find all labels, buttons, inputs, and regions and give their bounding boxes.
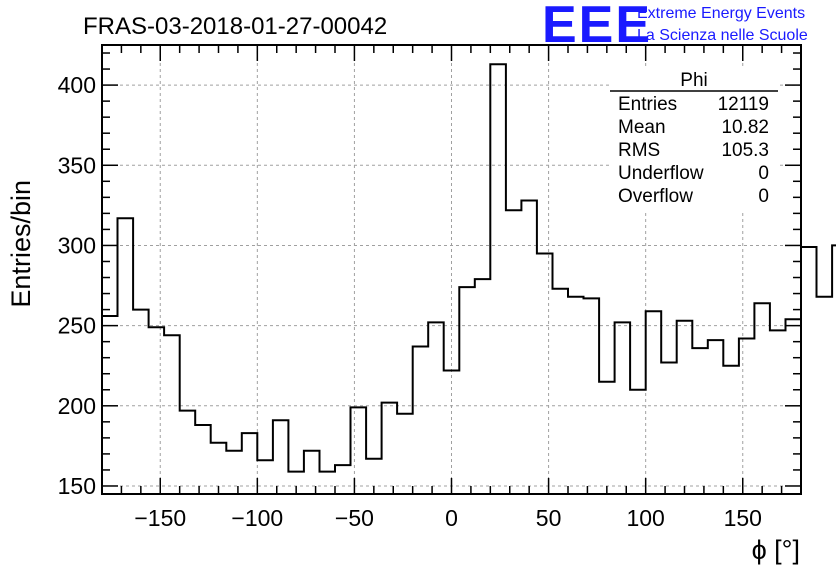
stats-value: 12119 (718, 94, 769, 115)
stats-box-background (610, 66, 778, 211)
stats-label: RMS (618, 140, 660, 161)
y-tick-label: 350 (58, 152, 96, 178)
eee-logo: EEE Extreme Energy Events La Scienza nel… (542, 0, 808, 54)
stats-value: 105.3 (721, 140, 769, 161)
stats-label: Underflow (618, 163, 704, 184)
x-tick-label: −150 (134, 505, 186, 531)
stats-value: 10.82 (721, 117, 769, 138)
x-tick-label: 50 (536, 505, 562, 531)
y-tick-label: 400 (58, 72, 96, 98)
stats-value: 0 (758, 163, 769, 184)
axis-ticks (101, 45, 802, 494)
y-tick-label: 300 (58, 232, 96, 258)
chart-title: FRAS-03-2018-01-27-00042 (83, 13, 387, 40)
histogram-series (102, 63, 836, 473)
y-axis-label: Entries/bin (6, 180, 36, 308)
tick-labels: −150 −100 −50 0 50 100 150 150 200 250 300 350 400 (58, 72, 762, 531)
stats-label: Mean (618, 117, 666, 138)
x-tick-label: 0 (445, 505, 458, 531)
stats-label: Entries (618, 94, 677, 115)
stats-value: 0 (758, 186, 769, 207)
logo-line-2: La Scienza nelle Scuole (637, 27, 808, 44)
logo-line-1: Extreme Energy Events (637, 5, 805, 22)
y-tick-label: 150 (58, 473, 96, 499)
x-tick-label: −100 (231, 505, 283, 531)
y-tick-label: 250 (58, 313, 96, 339)
x-axis-label: ϕ [°] (752, 535, 800, 565)
x-tick-label: 100 (626, 505, 664, 531)
x-tick-label: −50 (335, 505, 374, 531)
y-tick-label: 200 (58, 393, 96, 419)
x-tick-label: 150 (724, 505, 762, 531)
stats-box: Phi Entries 12119 Mean 10.82 RMS 105.3 U… (610, 66, 778, 211)
stats-title: Phi (680, 70, 707, 91)
stats-label: Overflow (618, 186, 693, 207)
